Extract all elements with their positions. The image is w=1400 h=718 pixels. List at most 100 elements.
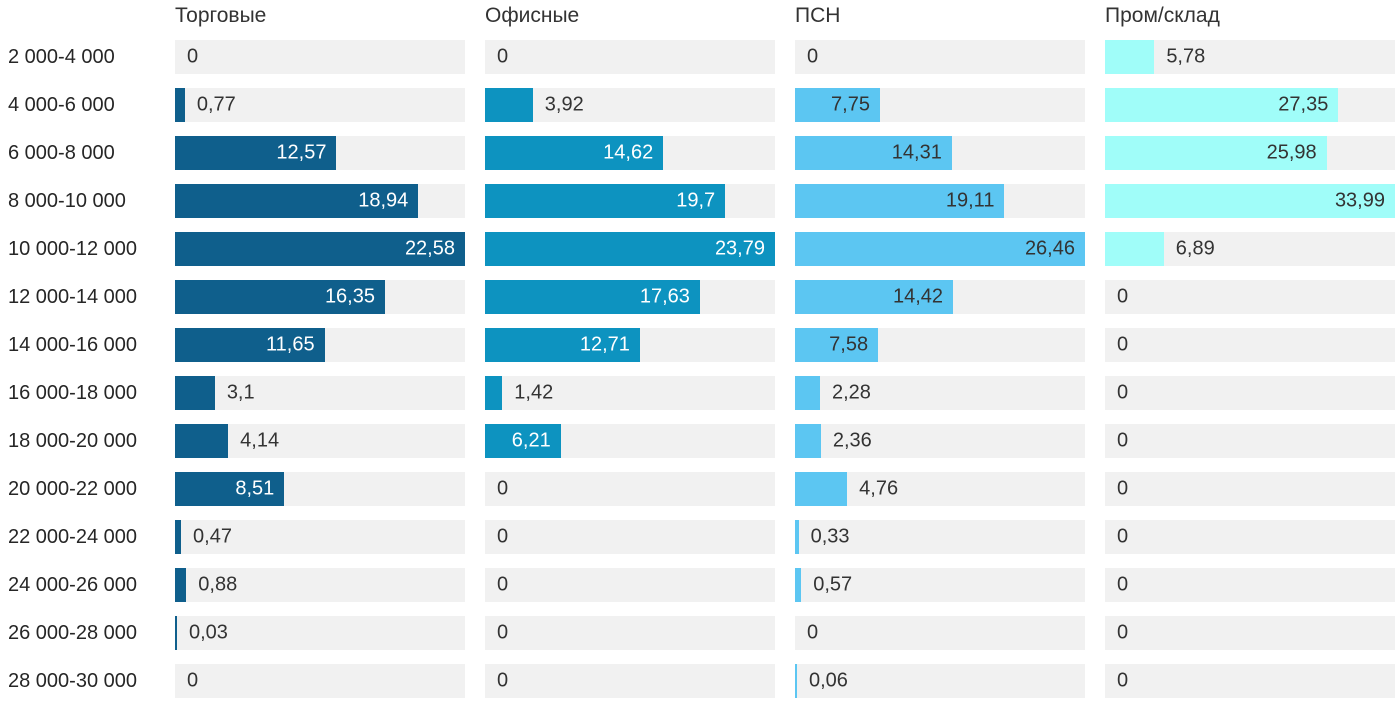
bar-track: 3,1 <box>175 376 465 410</box>
value-label: 0 <box>1117 285 1129 308</box>
value-label: 1,42 <box>514 381 554 404</box>
bar-track: 0 <box>795 616 1085 650</box>
value-label: 2,36 <box>832 429 872 452</box>
bar <box>485 424 561 458</box>
bar-track: 33,99 <box>1105 184 1395 218</box>
row-label: 18 000-20 000 <box>8 429 138 452</box>
bar-track: 2,28 <box>795 376 1085 410</box>
bar-track: 12,71 <box>485 328 775 362</box>
bar-track: 0,57 <box>795 568 1085 602</box>
bar <box>795 664 797 698</box>
bar <box>175 616 177 650</box>
bar-track: 16,35 <box>175 280 465 314</box>
bar-track: 0 <box>1105 328 1395 362</box>
bar-track: 1,42 <box>485 376 775 410</box>
bar <box>795 568 802 602</box>
bar-track: 12,57 <box>175 136 465 170</box>
row-label: 4 000-6 000 <box>8 93 115 116</box>
bar-track: 0 <box>1105 664 1395 698</box>
value-label: 0,33 <box>810 525 850 548</box>
column-header: Офисные <box>485 4 580 27</box>
bar-track: 0 <box>485 520 775 554</box>
bar-track: 0 <box>485 616 775 650</box>
bar <box>795 184 1005 218</box>
bar <box>485 232 775 266</box>
value-label: 4,76 <box>859 477 899 500</box>
bar-track: 14,62 <box>485 136 775 170</box>
bar <box>1105 88 1339 122</box>
value-label: 16,35 <box>324 285 375 308</box>
value-label: 19,11 <box>945 189 995 212</box>
bar-track: 14,42 <box>795 280 1085 314</box>
value-label: 0 <box>807 621 819 644</box>
bar <box>1105 232 1164 266</box>
value-label: 27,35 <box>1278 93 1329 116</box>
bar <box>175 376 215 410</box>
column-header: Пром/склад <box>1105 4 1220 27</box>
bar-track: 6,89 <box>1105 232 1395 266</box>
bar <box>175 520 182 554</box>
bar-track: 26,46 <box>795 232 1085 266</box>
value-label: 0 <box>1117 669 1129 692</box>
value-label: 7,75 <box>831 93 870 116</box>
bar <box>175 424 229 458</box>
bar-track: 7,58 <box>795 328 1085 362</box>
bar-track: 0 <box>485 664 775 698</box>
bar-track: 0 <box>485 472 775 506</box>
bar-track: 5,78 <box>1105 40 1395 74</box>
bar-track: 0 <box>795 40 1085 74</box>
bar-track: 0 <box>1105 520 1395 554</box>
bar-track: 0,88 <box>175 568 465 602</box>
bar <box>795 472 848 506</box>
bar <box>485 280 700 314</box>
bar-track: 22,58 <box>175 232 465 266</box>
bar <box>485 328 640 362</box>
bar <box>485 136 664 170</box>
bar <box>795 232 1085 266</box>
row-label: 24 000-26 000 <box>8 573 138 596</box>
bar-track: 4,14 <box>175 424 465 458</box>
bar <box>1105 40 1155 74</box>
bar-track: 0,03 <box>175 616 465 650</box>
row-label: 20 000-22 000 <box>8 477 138 500</box>
value-label: 33,99 <box>1334 189 1385 212</box>
bar-track: 0 <box>1105 376 1395 410</box>
bar <box>175 184 419 218</box>
value-label: 0 <box>187 45 199 68</box>
bar-track: 23,79 <box>485 232 775 266</box>
bar-track: 0,06 <box>795 664 1085 698</box>
value-label: 4,14 <box>240 429 280 452</box>
value-label: 0 <box>497 669 509 692</box>
bar <box>795 376 820 410</box>
bar-track: 2,36 <box>795 424 1085 458</box>
bar-track: 27,35 <box>1105 88 1395 122</box>
value-label: 0 <box>497 573 509 596</box>
value-label: 25,98 <box>1266 141 1317 164</box>
value-label: 0,77 <box>196 93 236 116</box>
bar-track: 0 <box>1105 616 1395 650</box>
value-label: 11,65 <box>266 333 315 356</box>
bar-track: 0 <box>1105 472 1395 506</box>
value-label: 0 <box>807 45 819 68</box>
value-label: 6,89 <box>1175 237 1215 260</box>
value-label: 23,79 <box>714 237 765 260</box>
bar-track: 7,75 <box>795 88 1085 122</box>
row-label: 22 000-24 000 <box>8 525 138 548</box>
bar-track: 0 <box>175 40 465 74</box>
bar-track: 0 <box>1105 280 1395 314</box>
bar <box>795 136 952 170</box>
value-label: 0 <box>1117 621 1129 644</box>
value-label: 0 <box>497 45 509 68</box>
value-label: 0 <box>1117 429 1129 452</box>
row-label: 16 000-18 000 <box>8 381 138 404</box>
bar <box>1105 136 1327 170</box>
bar-track: 0,33 <box>795 520 1085 554</box>
row-label: 26 000-28 000 <box>8 621 138 644</box>
value-label: 0 <box>1117 573 1129 596</box>
value-label: 0 <box>497 525 509 548</box>
bar <box>175 472 285 506</box>
value-label: 0 <box>1117 381 1129 404</box>
column-header: Торговые <box>175 4 267 27</box>
value-label: 0,06 <box>809 669 848 692</box>
value-label: 14,62 <box>603 141 654 164</box>
